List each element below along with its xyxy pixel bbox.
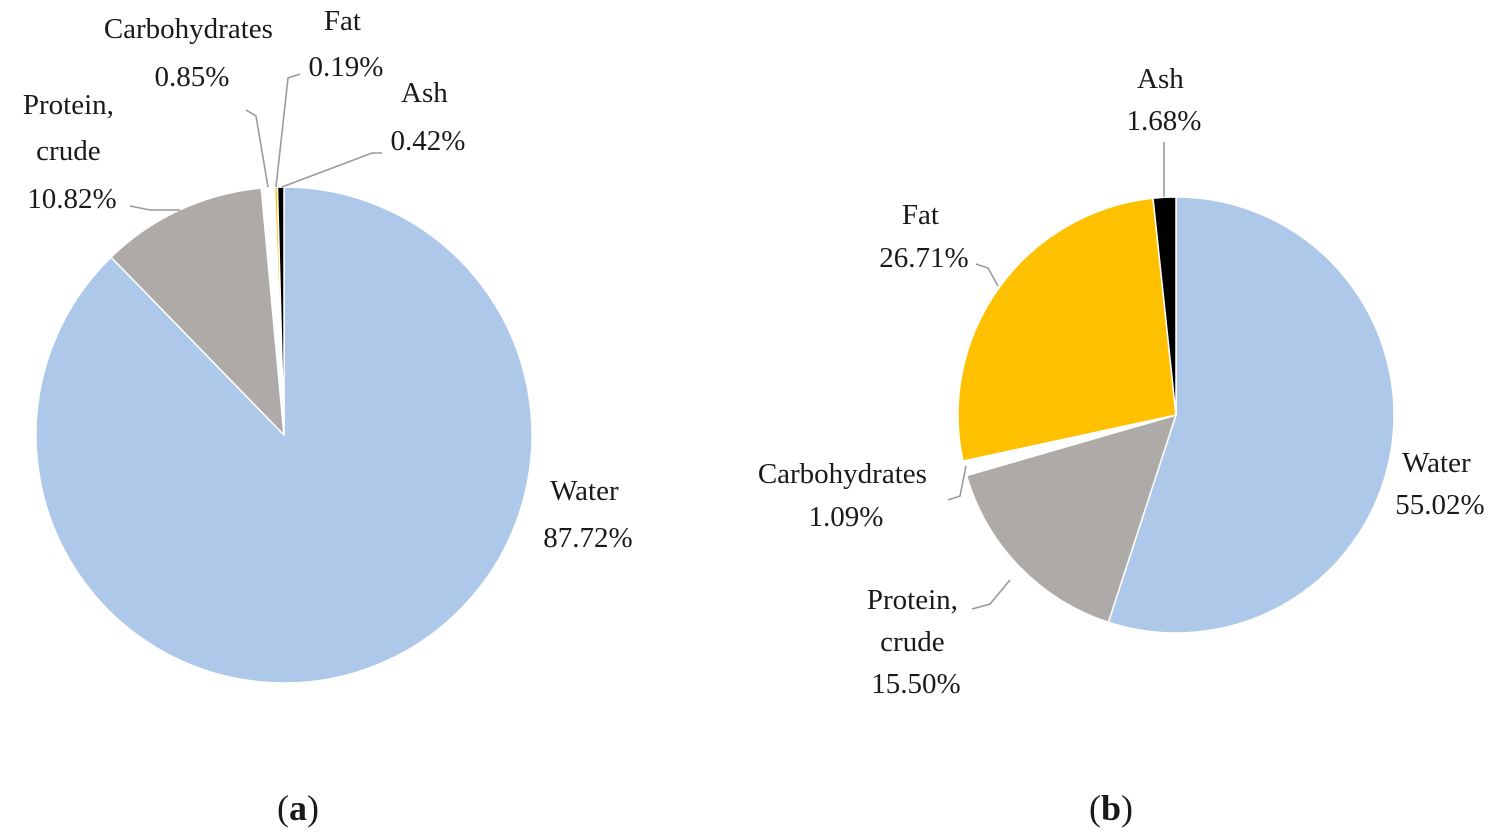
leader-line-carbohydrates-b [947, 465, 967, 501]
leader-line-ash-a [281, 152, 382, 188]
labels-a: Protein, crude 10.82% Carbohydrates 0.85… [23, 5, 633, 554]
slice-fat-b [957, 197, 1177, 462]
label-carbohydrates-b: Carbohydrates 1.09% [758, 458, 934, 533]
label-ash-a: Ash 0.42% [391, 77, 466, 157]
label-water-b: Water 55.02% [1395, 447, 1484, 521]
slice-ash-b [1152, 196, 1177, 416]
label-protein-a: Protein, crude 10.82% [23, 89, 121, 215]
leader-line-protein-a [129, 205, 180, 211]
leader-line-fat-a [275, 73, 301, 188]
caption-a: (a) [277, 788, 319, 828]
pie-chart-b: Ash 1.68% Fat 26.71% Carbohydrates 1.09%… [758, 63, 1485, 828]
label-ash-b: Ash 1.68% [1127, 63, 1202, 137]
leader-line-protein-b [971, 579, 1011, 610]
leader-lines-b [947, 142, 1165, 610]
label-water-a: Water 87.72% [543, 475, 632, 554]
caption-b: (b) [1089, 788, 1133, 828]
label-fat-a: Fat 0.19% [309, 5, 384, 83]
leader-line-fat-b [975, 263, 999, 287]
slices-b [957, 196, 1395, 634]
slice-water-b [1107, 196, 1395, 634]
label-protein-b: Protein, crude 15.50% [867, 584, 965, 700]
label-carbohydrates-a: Carbohydrates 0.85% [104, 13, 280, 93]
leader-line-carbohydrates-a [245, 109, 269, 188]
slices-a [35, 186, 533, 684]
slice-protein-crude-a [110, 187, 285, 436]
pie-chart-a: Protein, crude 10.82% Carbohydrates 0.85… [23, 5, 633, 828]
leader-lines-a [129, 73, 382, 211]
slice-protein-crude-b [965, 414, 1177, 623]
label-fat-b: Fat 26.71% [879, 199, 968, 274]
labels-b: Ash 1.68% Fat 26.71% Carbohydrates 1.09%… [758, 63, 1485, 700]
